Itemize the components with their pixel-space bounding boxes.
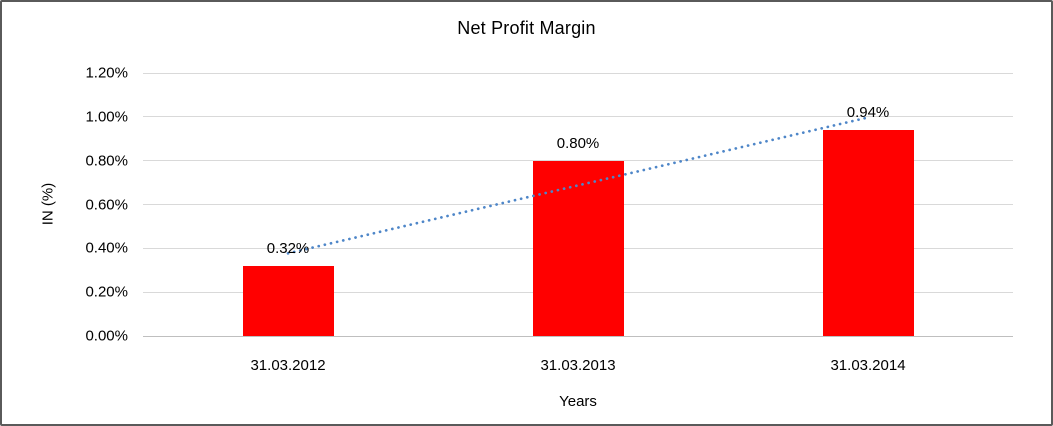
bar-31.03.2012 [242,265,334,336]
chart-title: Net Profit Margin [457,18,596,38]
y-tick-label: 0.40% [85,239,128,257]
data-label-31.03.2013: 0.80% [556,134,600,152]
x-axis-title: Years [559,393,597,410]
x-tick-label: 31.03.2012 [250,357,326,374]
x-tick-label: 31.03.2013 [540,357,616,374]
y-tick-label: 1.00% [85,108,128,126]
x-axis-tick-labels: 31.03.2012 31.03.2013 31.03.2014 [143,357,1013,377]
y-tick-label: 0.80% [85,152,128,170]
y-tick-label: 0.60% [85,196,128,213]
x-tick-label: 31.03.2014 [830,357,906,374]
y-tick-label: 0.20% [85,283,128,301]
x-axis-line [143,335,1013,337]
y-axis-tick-labels: 0.00% 0.20% 0.40% 0.60% 0.80% 1.00% 1.20% [2,65,128,345]
data-label-31.03.2012: 0.32% [266,239,310,257]
plot-area: 0.32% 0.80% 0.94% [143,72,1013,337]
bar-31.03.2014 [822,129,914,336]
data-label-31.03.2014: 0.94% [846,103,890,121]
bar-31.03.2013 [532,160,624,336]
y-tick-label: 1.20% [85,64,128,82]
y-tick-label: 0.00% [85,327,128,345]
gridline [143,72,1013,74]
